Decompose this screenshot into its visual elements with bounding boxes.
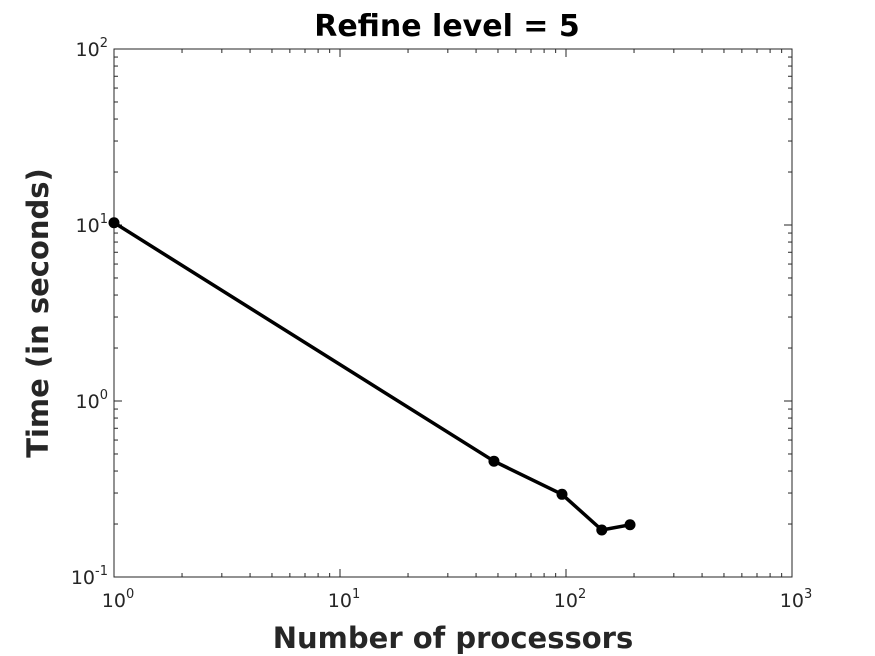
data-point xyxy=(556,488,568,500)
x-tick-label: 101 xyxy=(328,587,360,612)
series-layer xyxy=(108,217,636,536)
data-point xyxy=(488,455,500,467)
x-axis-label: Number of processors xyxy=(273,621,633,655)
x-tick-label: 102 xyxy=(554,587,586,612)
data-point xyxy=(108,217,120,229)
minor-ticks xyxy=(114,49,792,577)
y-tick-label: 100 xyxy=(76,388,108,413)
plot-area xyxy=(113,48,793,578)
x-tick-label: 103 xyxy=(780,587,812,612)
y-tick-label: 10-1 xyxy=(71,564,108,589)
data-point xyxy=(596,524,608,536)
chart-title: Refine level = 5 xyxy=(314,9,580,44)
y-tick-label: 102 xyxy=(76,36,108,61)
y-tick-label: 101 xyxy=(76,212,108,237)
y-axis-label: Time (in seconds) xyxy=(21,168,55,458)
data-point xyxy=(624,519,636,531)
x-tick-labels: 100 101 102 103 xyxy=(102,587,812,612)
x-tick-label: 100 xyxy=(102,587,134,612)
y-tick-labels: 10-1 100 101 102 xyxy=(71,36,108,589)
